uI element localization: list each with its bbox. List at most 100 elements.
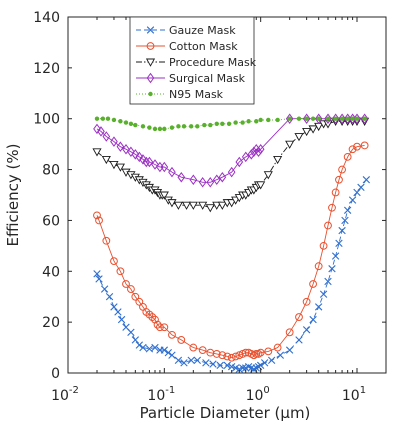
data-point-n95-mask — [157, 126, 163, 132]
legend-marker-n95-mask — [148, 91, 153, 97]
data-point-procedure-mask — [92, 148, 102, 157]
data-point-gauze-mask — [309, 315, 317, 324]
data-point-cotton-mask — [135, 297, 144, 306]
data-point-procedure-mask — [302, 127, 312, 137]
data-point-n95-mask — [254, 119, 259, 124]
data-point-cotton-mask — [153, 320, 162, 329]
data-point-surgical-mask — [241, 151, 250, 163]
data-point-surgical-mask — [353, 113, 361, 124]
data-point-procedure-mask — [217, 201, 227, 210]
data-point-n95-mask — [128, 121, 134, 127]
data-point-n95-mask — [147, 125, 152, 130]
data-point-cotton-mask — [110, 257, 118, 266]
data-point-gauze-mask — [362, 176, 371, 184]
series-procedure-mask — [92, 117, 370, 213]
y-axis-title: Efficiency (%) — [4, 144, 22, 247]
data-point-gauze-mask — [223, 361, 231, 370]
data-point-n95-mask — [162, 126, 167, 132]
data-point-procedure-mask — [109, 161, 119, 170]
x-tick-base: 10 — [342, 388, 360, 404]
data-point-gauze-mask — [331, 252, 340, 260]
data-point-procedure-mask — [227, 199, 237, 208]
data-point-gauze-mask — [295, 336, 303, 344]
data-point-surgical-mask — [256, 143, 265, 155]
data-point-surgical-mask — [189, 174, 198, 185]
y-axis: 0 20 40 60 80 100 120 140 — [33, 10, 386, 382]
x-tick-label: 100 — [246, 385, 270, 404]
data-point-cotton-mask — [151, 315, 159, 324]
data-point-n95-mask — [100, 116, 106, 121]
data-point-cotton-mask — [302, 297, 311, 306]
data-point-cotton-mask — [218, 351, 227, 360]
data-point-gauze-mask — [341, 216, 349, 225]
data-point-surgical-mask — [177, 171, 186, 183]
y-tick-label: 120 — [33, 61, 60, 77]
data-point-cotton-mask — [343, 152, 352, 161]
legend-marker-cotton-mask — [146, 42, 155, 50]
data-point-cotton-mask — [223, 352, 232, 361]
data-point-gauze-mask — [238, 364, 247, 372]
data-point-surgical-mask — [93, 123, 101, 135]
series-line-procedure-mask — [96, 120, 365, 209]
data-point-gauze-mask — [343, 206, 352, 214]
data-point-cotton-mask — [127, 285, 135, 293]
data-point-procedure-mask — [285, 140, 295, 149]
data-point-surgical-mask — [145, 156, 154, 168]
y-tick-label: 140 — [33, 10, 60, 26]
data-point-cotton-mask — [335, 175, 343, 184]
data-point-cotton-mask — [93, 211, 101, 220]
data-point-gauze-mask — [348, 196, 357, 204]
data-point-gauze-mask — [168, 351, 176, 359]
x-tick-base: 10 — [246, 388, 264, 404]
data-point-surgical-mask — [97, 126, 105, 137]
data-point-cotton-mask — [295, 313, 303, 321]
legend-entry-gauze-mask: Gauze Mask — [136, 24, 236, 37]
data-point-gauze-mask — [135, 341, 144, 349]
data-point-n95-mask — [325, 116, 331, 121]
data-point-n95-mask — [169, 125, 175, 130]
legend-label-surgical-mask: Surgical Mask — [169, 72, 246, 85]
data-point-cotton-mask — [328, 203, 336, 212]
data-point-cotton-mask — [314, 262, 323, 271]
y-tick-label: 60 — [42, 213, 60, 229]
data-point-gauze-mask — [139, 343, 147, 352]
data-point-n95-mask — [362, 116, 367, 121]
data-point-cotton-mask — [122, 280, 130, 288]
data-point-cotton-mask — [353, 142, 361, 151]
data-point-cotton-mask — [131, 292, 140, 301]
data-point-n95-mask — [287, 116, 292, 121]
data-point-gauze-mask — [145, 345, 154, 353]
data-point-cotton-mask — [95, 216, 103, 225]
data-point-procedure-mask — [256, 181, 266, 190]
data-point-cotton-mask — [319, 241, 328, 250]
data-point-gauze-mask — [174, 356, 183, 364]
data-point-gauze-mask — [227, 362, 236, 371]
data-point-n95-mask — [275, 117, 280, 123]
data-point-cotton-mask — [177, 336, 186, 344]
data-point-cotton-mask — [273, 343, 282, 352]
data-point-gauze-mask — [187, 356, 195, 364]
data-point-cotton-mask — [285, 328, 294, 337]
data-point-n95-mask — [350, 116, 355, 121]
data-point-surgical-mask — [212, 174, 221, 185]
data-point-n95-mask — [118, 119, 123, 124]
data-point-gauze-mask — [335, 239, 343, 248]
data-point-gauze-mask — [357, 183, 365, 192]
data-point-gauze-mask — [164, 348, 173, 357]
data-point-n95-mask — [208, 122, 213, 128]
data-point-procedure-mask — [205, 204, 215, 213]
data-point-procedure-mask — [263, 171, 273, 180]
data-point-gauze-mask — [324, 277, 332, 286]
data-point-surgical-mask — [206, 177, 215, 188]
data-point-n95-mask — [94, 116, 100, 121]
x-tick-exponent: 0 — [263, 385, 269, 396]
data-point-n95-mask — [195, 124, 200, 129]
y-tick-label: 100 — [33, 112, 60, 128]
data-point-gauze-mask — [151, 343, 159, 352]
data-point-cotton-mask — [360, 141, 369, 150]
data-point-n95-mask — [345, 116, 350, 121]
series-line-surgical-mask — [96, 118, 365, 183]
legend-label-procedure-mask: Procedure Mask — [169, 56, 257, 69]
data-point-surgical-mask — [324, 113, 332, 124]
data-point-gauze-mask — [328, 265, 336, 273]
